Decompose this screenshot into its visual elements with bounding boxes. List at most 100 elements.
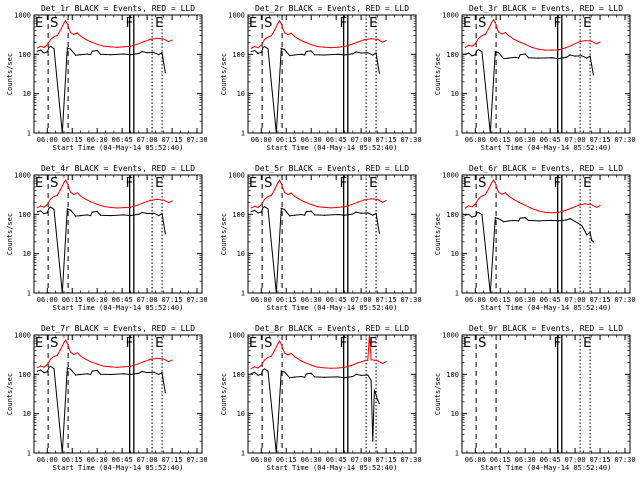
panel-3-series-lld-point bbox=[584, 39, 586, 42]
panel-6-series-events-point bbox=[497, 217, 500, 220]
panel-1-y-tick-label: 100 bbox=[18, 51, 31, 59]
panel-3-series-lld-point bbox=[571, 44, 573, 46]
panel-7-series-events-point bbox=[138, 372, 140, 374]
panel-6-series-lld-point bbox=[484, 194, 486, 196]
panel-4-series-lld-point bbox=[163, 199, 165, 201]
panel-1-series-events-point bbox=[138, 52, 140, 55]
panel-2-series-lld-point bbox=[323, 46, 326, 48]
panel-4-series-events-point bbox=[43, 213, 45, 215]
panel-1-series-lld-point bbox=[149, 38, 152, 40]
panel-4-x-tick-label: 06:00 bbox=[37, 296, 58, 304]
panel-6-series-events-point bbox=[581, 224, 583, 227]
panel-3-marker-s-label: S bbox=[478, 16, 486, 31]
panel-9-y-tick-label: 1000 bbox=[442, 332, 459, 340]
panel-2-series-lld-point bbox=[254, 45, 256, 48]
panel-7-series-events-point bbox=[89, 373, 92, 376]
panel-3-series-lld-point bbox=[524, 43, 526, 45]
panel-3-series-events-point bbox=[566, 56, 568, 58]
panel-8-y-axis-label: Counts/sec bbox=[220, 373, 228, 415]
panel-8-series-events-point bbox=[360, 374, 362, 376]
panel-6-series-lld-point bbox=[544, 211, 546, 213]
panel-3-series-lld-point bbox=[599, 41, 601, 43]
panel-2-series-lld-point bbox=[290, 32, 292, 34]
panel-2-series-lld-point bbox=[293, 35, 296, 38]
panel-2-series-events-point bbox=[280, 47, 282, 49]
panel-5-series-lld-point bbox=[264, 198, 266, 200]
panel-2-series-events-point bbox=[275, 132, 277, 134]
panel-3-x-tick-label: 06:45 bbox=[540, 136, 561, 144]
panel-6-x-tick-label: 06:45 bbox=[540, 296, 561, 304]
panel-5-series-events-point bbox=[352, 213, 354, 215]
panel-5-series-events-point bbox=[262, 207, 264, 209]
panel-8-series-lld-point bbox=[310, 364, 312, 366]
panel-3-series-lld-point bbox=[504, 31, 506, 34]
panel-7-series-events-point bbox=[79, 373, 82, 376]
panel-2-series-lld-point bbox=[377, 38, 379, 40]
panel-5-series-events-point bbox=[280, 207, 282, 209]
panel-4-series-events-point bbox=[89, 214, 92, 217]
panel-2-series-events-point bbox=[375, 52, 377, 54]
panel-2-series-events-point bbox=[367, 52, 369, 54]
panel-4-series-lld-point bbox=[123, 207, 125, 209]
panel-3-series-events-point bbox=[519, 54, 521, 56]
panel-5-series-events-point bbox=[275, 292, 277, 294]
panel-8-x-tick-label: 06:00 bbox=[251, 456, 272, 464]
panel-2-series-lld-point bbox=[370, 38, 372, 40]
panel-1-series-events-point bbox=[36, 50, 38, 52]
panel-6-series-events-point bbox=[591, 239, 593, 241]
panel-6-series-events-point bbox=[514, 219, 516, 222]
panel-4-x-tick-label: 06:45 bbox=[112, 296, 133, 304]
panel-3-x-tick-label: 07:30 bbox=[614, 136, 635, 144]
panel-5-series-events-point bbox=[323, 214, 326, 216]
panel-9-x-axis-label: Start Time (04-May-14 05:52:40) bbox=[481, 464, 612, 472]
panel-2-title: Det_2r BLACK = Events, RED = LLD bbox=[255, 4, 409, 13]
panel-7-x-tick-label: 06:45 bbox=[112, 456, 133, 464]
panel-2-series-events-point bbox=[254, 49, 256, 52]
panel-2-series-lld-point bbox=[260, 44, 262, 46]
panel-8-x-tick-label: 06:15 bbox=[276, 456, 297, 464]
panel-1-series-events-point bbox=[146, 52, 148, 54]
panel-9-x-tick-label: 06:45 bbox=[540, 456, 561, 464]
panel-9-x-tick-label: 07:00 bbox=[565, 456, 586, 464]
panel-4-series-lld-point bbox=[116, 207, 118, 209]
panel-1-series-events-point bbox=[74, 54, 77, 56]
panel-4-series-lld-point bbox=[136, 204, 138, 206]
panel-2-y-tick-label: 1000 bbox=[228, 12, 245, 20]
panel-2-marker-s-label: S bbox=[264, 16, 272, 31]
panel-1-series-events-point bbox=[158, 54, 160, 56]
panel-4-title: Det_4r BLACK = Events, RED = LLD bbox=[41, 164, 195, 173]
panel-3-series-events-point bbox=[489, 132, 491, 134]
panel-6-x-tick-label: 06:30 bbox=[515, 296, 536, 304]
panel-4-x-tick-label: 07:00 bbox=[137, 296, 158, 304]
panel-7-y-tick-label: 100 bbox=[18, 371, 31, 379]
panel-7-series-events-point bbox=[69, 368, 72, 370]
panel-8-series-events-point bbox=[337, 376, 339, 378]
panel-7-series-lld-point bbox=[50, 358, 52, 360]
panel-6-series-lld-point bbox=[481, 195, 483, 197]
panel-8-series-lld-point bbox=[357, 362, 359, 364]
panel-1-series-lld-point bbox=[50, 38, 52, 40]
panel-1-series-lld-point bbox=[73, 33, 75, 36]
panel-7-series-events-point bbox=[50, 365, 52, 367]
panel-1-series-events-point bbox=[161, 52, 163, 54]
panel-7-series-lld-point bbox=[60, 348, 62, 351]
panel-6-series-lld-point bbox=[557, 211, 560, 213]
panel-8-series-lld-point bbox=[287, 354, 289, 356]
panel-1-series-events-line bbox=[37, 45, 166, 134]
panel-5-series-events-point bbox=[367, 212, 369, 214]
panel-3-series-events-point bbox=[497, 52, 500, 54]
panel-1-series-events-point bbox=[129, 54, 132, 56]
panel-6-series-lld-point bbox=[501, 193, 503, 195]
panel-5-series-lld-point bbox=[343, 206, 346, 208]
panel-8-y-tick-label: 1 bbox=[241, 450, 245, 458]
panel-3-series-events-point bbox=[524, 53, 526, 55]
panel-8-series-lld-point bbox=[280, 343, 282, 345]
panel-1-series-lld-point bbox=[116, 46, 118, 49]
panel-1-series-events-point bbox=[153, 51, 155, 53]
panel-3-series-events-line bbox=[465, 49, 594, 134]
panel-5-series-lld-point bbox=[277, 182, 279, 184]
panel-5-series-lld-point bbox=[357, 201, 359, 203]
panel-5-series-events-point bbox=[378, 232, 381, 234]
panel-1-series-lld-point bbox=[168, 41, 170, 43]
panel-7-series-lld-point bbox=[46, 363, 48, 366]
